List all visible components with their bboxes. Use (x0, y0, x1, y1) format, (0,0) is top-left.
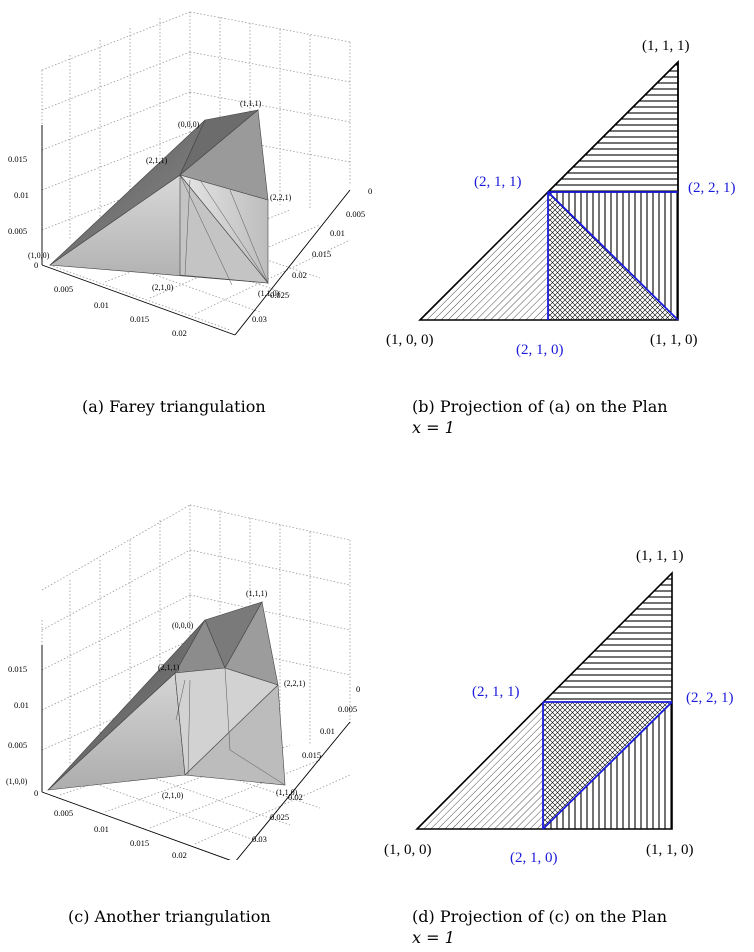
y-tick: 0.005 (338, 704, 357, 714)
blue-edges (547, 191, 679, 321)
label-221: (2, 2, 1) (686, 690, 734, 706)
axes-3d (41, 645, 351, 863)
caption-a: (a) Farey triangulation (82, 397, 266, 416)
caption-c: (c) Another triangulation (68, 907, 271, 926)
surface-3d (47, 601, 286, 791)
panel-a-svg: (1,1,1) (0,0,0) (2,1,1) (2,2,1) (1,0,0) … (8, 11, 372, 338)
z-tick: 0 (34, 260, 38, 270)
caption-d-line2: x = 1 (412, 928, 455, 947)
x-tick: 0.02 (172, 850, 187, 860)
vertex-label-210: (2,1,0) (152, 283, 174, 292)
y-tick: 0.03 (252, 314, 267, 324)
panel-c-3d-plot: (1,1,1) (0,0,0) (2,1,1) (2,2,1) (1,0,0) … (0, 490, 380, 863)
vertex-label-221: (2,2,1) (270, 193, 292, 202)
surface-3d (49, 109, 269, 284)
label-111: (1, 1, 1) (636, 548, 684, 564)
vertex-label-211: (2,1,1) (146, 156, 168, 165)
z-tick: 0.005 (8, 226, 27, 236)
z-tick: 0.015 (8, 664, 27, 674)
x-tick: 0.005 (54, 284, 73, 294)
panel-c-svg: (1,1,1) (0,0,0) (2,1,1) (2,2,1) (1,0,0) … (6, 504, 360, 863)
x-tick: 0.015 (130, 838, 149, 848)
vertex-label-100: (1,0,0) (28, 251, 50, 260)
caption-b-line1: (b) Projection of (a) on the Plan (412, 397, 668, 416)
z-tick: 0 (34, 788, 38, 798)
z-tick: 0.005 (8, 740, 27, 750)
surface-edges (175, 667, 286, 786)
label-100: (1, 0, 0) (386, 332, 434, 348)
vertex-label-110: (1,1,0) (258, 289, 280, 298)
label-111: (1, 1, 1) (642, 38, 690, 54)
caption-b-line2: x = 1 (412, 418, 455, 437)
x-tick: 0.01 (94, 300, 109, 310)
y-tick: 0 (368, 186, 372, 196)
vertex-label-110: (1,1,0) (276, 788, 298, 797)
x-tick: 0.015 (130, 314, 149, 324)
label-211: (2, 1, 1) (474, 174, 522, 190)
panel-b-svg: (1, 1, 1) (1, 0, 0) (1, 1, 0) (2, 1, 1) … (386, 38, 736, 358)
label-110: (1, 1, 0) (646, 842, 694, 858)
vertex-label-111: (1,1,1) (240, 99, 262, 108)
panel-d-svg: (1, 1, 1) (1, 0, 0) (1, 1, 0) (2, 1, 1) … (384, 548, 734, 866)
z-tick: 0.015 (8, 154, 27, 164)
panel-d-projection: (1, 1, 1) (1, 0, 0) (1, 1, 0) (2, 1, 1) … (380, 540, 754, 870)
y-tick: 0.015 (312, 249, 331, 259)
vertex-label-111: (1,1,1) (246, 589, 268, 598)
caption-d-line1: (d) Projection of (c) on the Plan (412, 907, 668, 926)
y-tick: 0.03 (252, 834, 267, 844)
y-tick: 0.02 (288, 792, 303, 802)
caption-b: (b) Projection of (a) on the Plan x = 1 (412, 396, 668, 438)
panel-b-projection: (1, 1, 1) (1, 0, 0) (1, 1, 0) (2, 1, 1) … (380, 20, 754, 360)
y-tick: 0.01 (330, 228, 345, 238)
vertex-label-100: (1,0,0) (6, 777, 28, 786)
vertex-label-000: (0,0,0) (178, 120, 200, 129)
panel-a-3d-plot: (1,1,1) (0,0,0) (2,1,1) (2,2,1) (1,0,0) … (0, 0, 380, 360)
vertex-label-221: (2,2,1) (284, 679, 306, 688)
label-100: (1, 0, 0) (384, 842, 432, 858)
surface-edges (179, 174, 269, 286)
vertex-label-000: (0,0,0) (172, 621, 194, 630)
label-210: (2, 1, 0) (510, 850, 558, 866)
y-tick: 0 (356, 684, 360, 694)
blue-edges (542, 701, 673, 830)
y-tick: 0.025 (270, 290, 289, 300)
label-221: (2, 2, 1) (688, 180, 736, 196)
z-tick: 0.01 (14, 190, 29, 200)
axes-3d (41, 125, 351, 336)
y-tick: 0.015 (302, 750, 321, 760)
label-211: (2, 1, 1) (472, 684, 520, 700)
x-tick: 0.02 (172, 328, 187, 338)
x-tick: 0.005 (54, 808, 73, 818)
z-tick: 0.01 (14, 700, 29, 710)
label-210: (2, 1, 0) (516, 342, 564, 358)
y-tick: 0.005 (346, 209, 365, 219)
vertex-label-211: (2,1,1) (158, 663, 180, 672)
y-tick: 0.01 (320, 726, 335, 736)
y-tick: 0.025 (270, 812, 289, 822)
vertex-label-210: (2,1,0) (162, 791, 184, 800)
x-tick: 0.01 (94, 824, 109, 834)
label-110: (1, 1, 0) (650, 332, 698, 348)
y-tick: 0.02 (292, 270, 307, 280)
caption-d: (d) Projection of (c) on the Plan x = 1 (412, 906, 667, 948)
